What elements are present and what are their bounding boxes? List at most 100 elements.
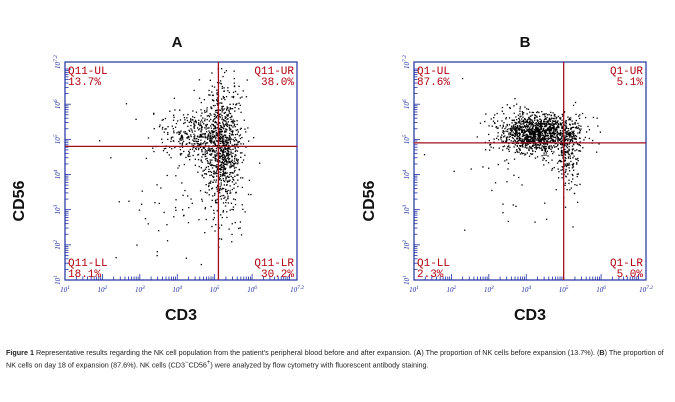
event-dot	[535, 126, 538, 128]
event-dot	[561, 126, 563, 128]
event-dot	[503, 122, 505, 124]
event-dot	[549, 130, 551, 132]
event-dot	[215, 181, 217, 183]
event-dot	[549, 120, 551, 122]
event-dot	[538, 132, 540, 134]
event-dot	[232, 91, 235, 93]
event-dot	[539, 125, 541, 127]
event-dot	[225, 189, 227, 191]
event-dot	[538, 139, 540, 142]
event-dot	[204, 149, 206, 151]
event-dot	[531, 119, 533, 121]
event-dot	[553, 151, 555, 153]
y-tick-label: 102	[402, 240, 411, 250]
event-dot	[545, 138, 547, 140]
event-dot	[538, 126, 541, 128]
event-dot	[231, 165, 233, 167]
event-dot	[233, 140, 236, 142]
event-dot	[213, 142, 215, 144]
event-dot	[561, 137, 563, 139]
event-dot	[245, 96, 248, 98]
event-dot	[548, 126, 550, 128]
event-dot	[534, 131, 537, 133]
event-dot	[223, 124, 225, 126]
event-dot	[526, 123, 528, 125]
event-dot	[225, 155, 227, 157]
event-dot	[547, 155, 549, 157]
event-dot	[545, 132, 547, 134]
event-dot	[183, 122, 185, 125]
event-dot	[210, 180, 212, 182]
event-dot	[576, 173, 578, 175]
event-dot	[528, 123, 530, 126]
event-dot	[183, 150, 185, 153]
event-dot	[494, 114, 496, 116]
event-dot	[185, 133, 187, 135]
event-dot	[173, 140, 175, 142]
event-dot	[540, 128, 543, 130]
event-dot	[189, 148, 191, 151]
event-dot	[226, 114, 228, 116]
event-dot	[549, 140, 551, 143]
event-dot	[225, 160, 227, 162]
event-dot	[224, 116, 226, 118]
event-dot	[233, 165, 235, 167]
event-dot	[209, 135, 211, 138]
event-dot	[228, 153, 231, 155]
event-dot	[221, 136, 223, 139]
event-dot	[211, 85, 213, 87]
event-dot	[205, 126, 207, 128]
event-dot	[523, 131, 526, 133]
event-dot	[587, 125, 589, 128]
event-dot	[497, 132, 499, 134]
event-dot	[191, 202, 193, 204]
event-dot	[525, 153, 527, 155]
event-dot	[235, 149, 237, 151]
event-dot	[244, 154, 246, 156]
event-dot	[210, 130, 213, 132]
event-dot	[535, 145, 537, 147]
event-dot	[226, 141, 229, 143]
event-dot	[573, 155, 575, 157]
event-dot	[226, 129, 228, 131]
event-dot	[551, 159, 553, 161]
event-dot	[571, 137, 573, 139]
quadrant-percent: 18.1%	[68, 269, 101, 281]
event-dot	[566, 189, 568, 191]
event-dot	[570, 136, 572, 138]
event-dot	[242, 143, 245, 145]
event-dot	[423, 154, 426, 156]
event-dot	[534, 140, 536, 142]
event-dot	[211, 199, 213, 201]
event-dot	[510, 131, 513, 133]
event-dot	[231, 223, 233, 225]
event-dot	[554, 143, 556, 145]
event-dot	[537, 146, 539, 149]
event-dot	[225, 124, 228, 126]
event-dot	[213, 165, 215, 167]
event-dot	[519, 122, 521, 124]
event-dot	[531, 133, 534, 135]
event-dot	[248, 140, 250, 142]
event-dot	[210, 118, 212, 121]
event-dot	[201, 156, 203, 158]
event-dot	[531, 130, 533, 132]
event-dot	[534, 119, 536, 121]
event-dot	[558, 127, 560, 129]
event-dot	[200, 144, 202, 146]
event-dot	[153, 112, 155, 114]
event-dot	[569, 157, 571, 159]
event-dot	[508, 136, 510, 138]
event-dot	[559, 134, 561, 136]
event-dot	[529, 131, 531, 133]
event-dot	[204, 136, 206, 139]
event-dot	[244, 211, 246, 213]
event-dot	[221, 155, 223, 157]
event-dot	[513, 105, 515, 107]
event-dot	[491, 189, 493, 192]
event-dot	[219, 153, 222, 155]
event-dot	[543, 144, 545, 146]
event-dot	[171, 125, 173, 127]
event-dot	[222, 154, 225, 156]
event-dot	[242, 177, 244, 179]
